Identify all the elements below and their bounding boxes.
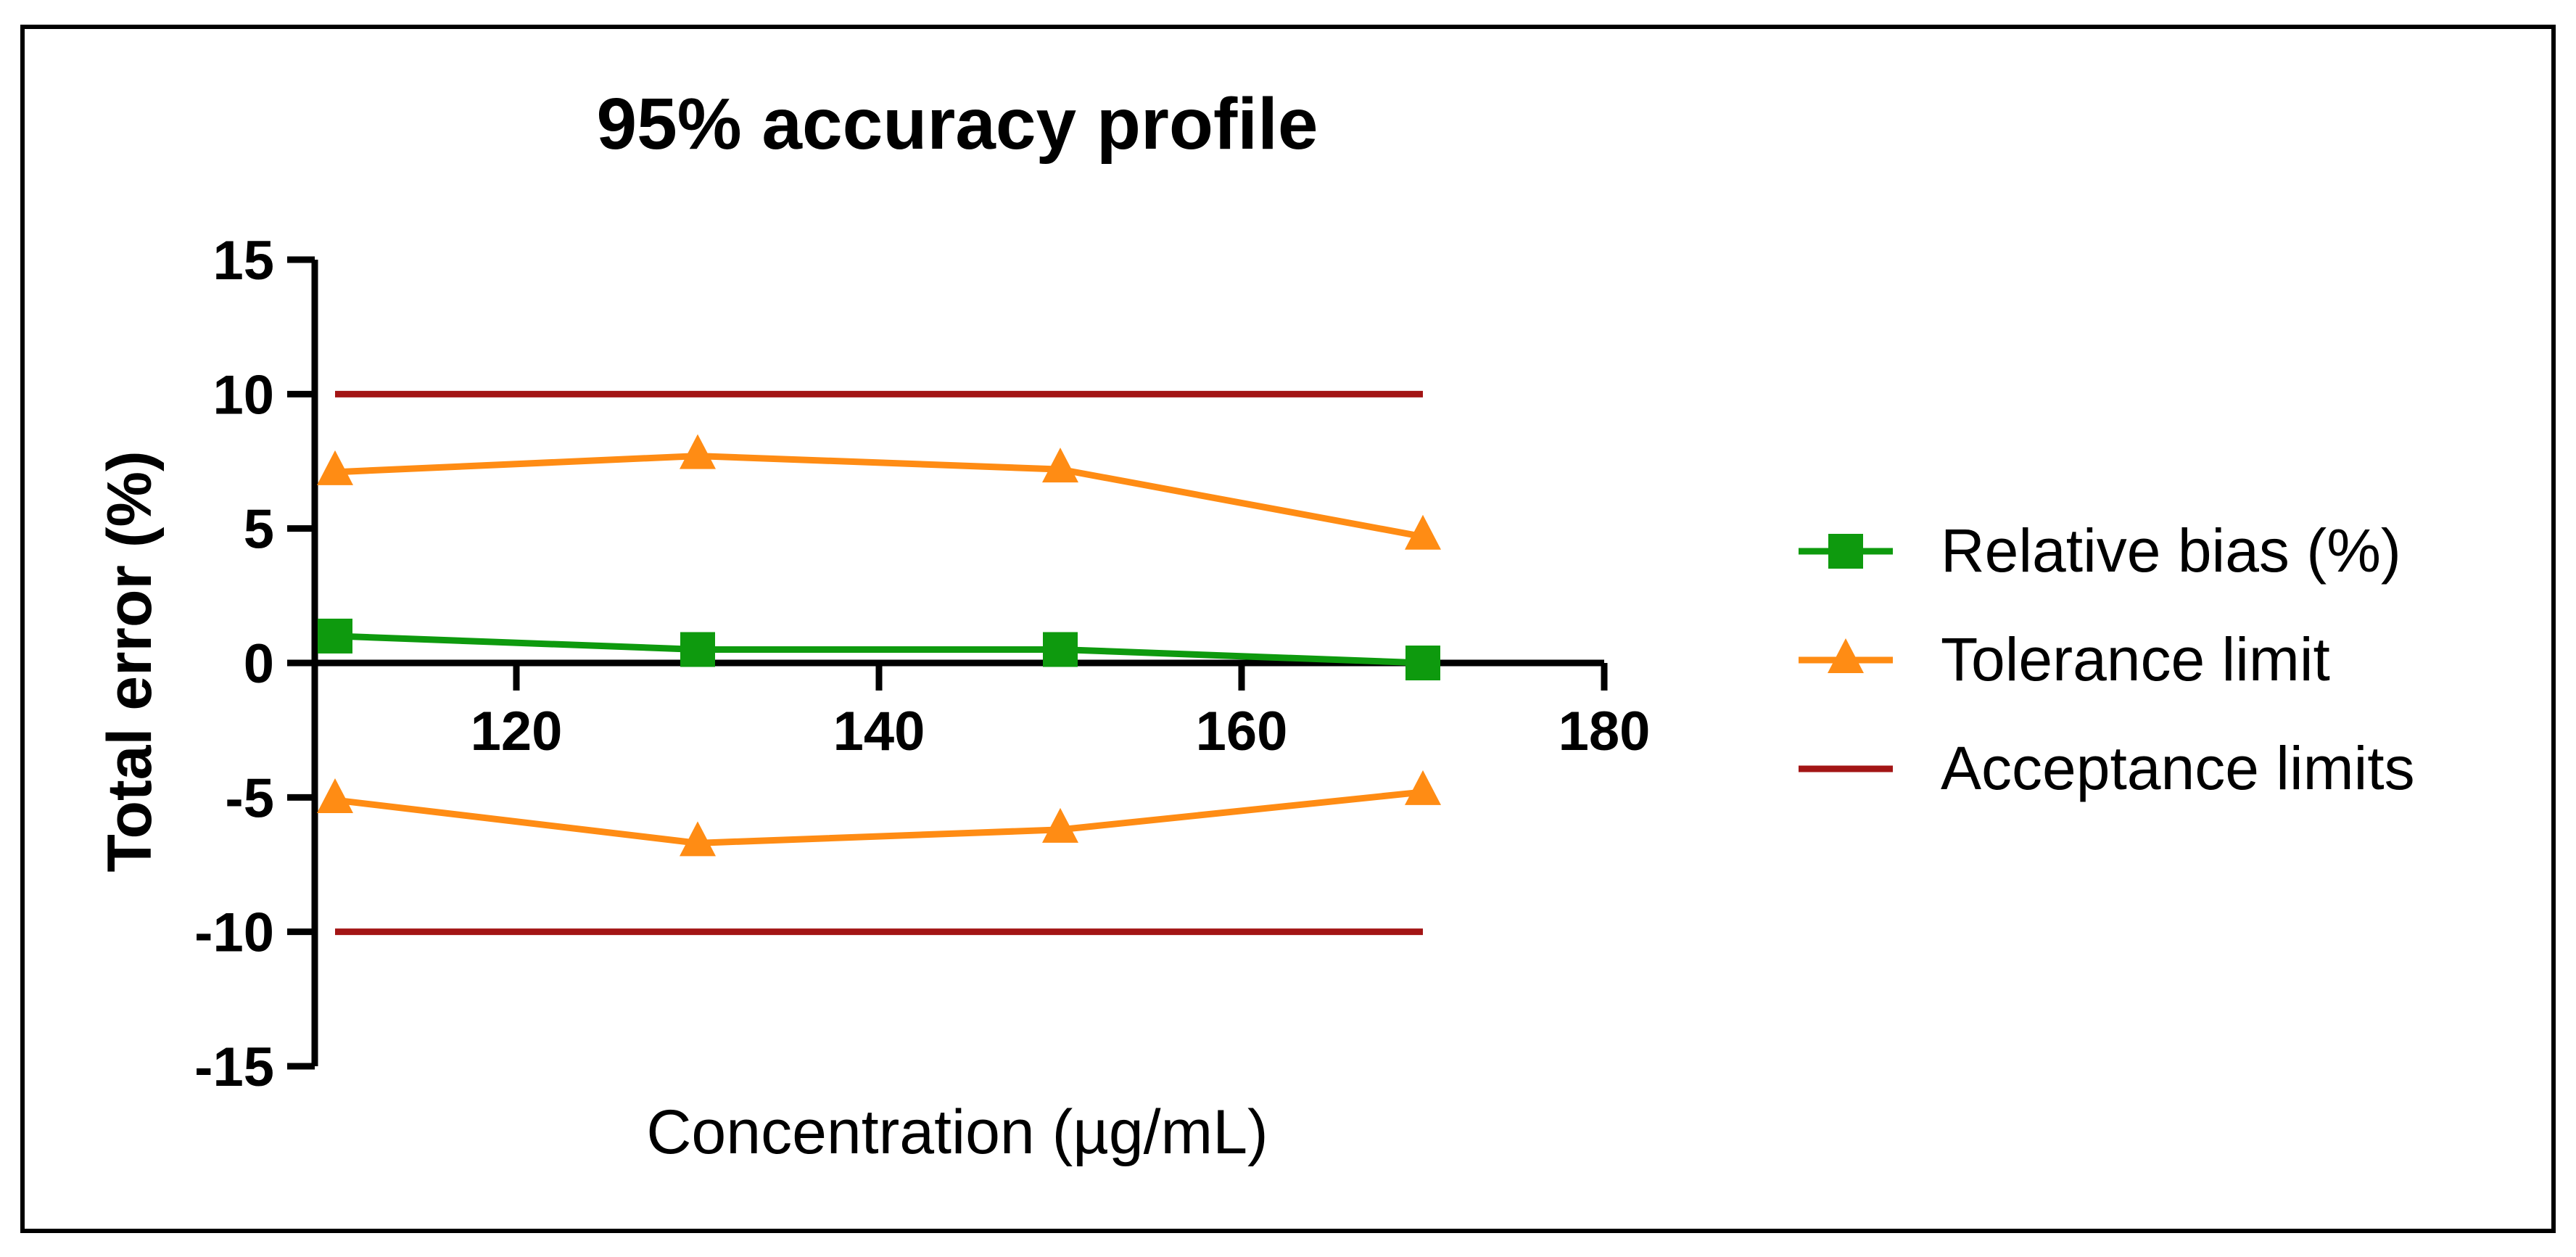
series-line xyxy=(334,632,1424,667)
legend-label: Acceptance limits xyxy=(1941,734,2415,802)
x-tick-label: 140 xyxy=(833,701,925,762)
data-point xyxy=(680,632,715,667)
data-point xyxy=(1042,807,1078,843)
data-point xyxy=(318,618,352,654)
y-tick-label: -15 xyxy=(194,1036,274,1098)
chart-title: 95% accuracy profile xyxy=(597,83,1318,165)
series-layer xyxy=(317,390,1441,936)
data-point xyxy=(1405,514,1441,550)
legend-item: Relative bias (%) xyxy=(1799,516,2401,585)
x-tick-label: 120 xyxy=(471,701,563,762)
legend-label: Relative bias (%) xyxy=(1941,516,2401,585)
series-tolerance-limit xyxy=(317,770,1441,857)
y-tick-label: 10 xyxy=(212,364,274,426)
legend-item: Tolerance limit xyxy=(1799,625,2330,693)
y-tick-label: 5 xyxy=(244,499,274,561)
data-point xyxy=(1043,632,1078,667)
series-line xyxy=(334,788,1424,846)
series-tolerance-limit xyxy=(317,434,1441,550)
y-tick-label: 15 xyxy=(212,230,274,292)
data-point xyxy=(317,778,353,814)
x-tick-label: 160 xyxy=(1196,701,1288,762)
y-tick-label: -5 xyxy=(225,767,274,829)
data-point xyxy=(680,434,716,469)
data-point xyxy=(1405,646,1440,680)
series-relative-bias xyxy=(318,618,1440,680)
legend: Relative bias (%) Tolerance limit Acceptan… xyxy=(1799,516,2415,802)
data-point xyxy=(680,821,716,857)
legend-marker xyxy=(1828,534,1863,569)
y-tick-label: -10 xyxy=(194,902,274,964)
data-point xyxy=(1042,448,1078,483)
series-line xyxy=(334,453,1424,540)
legend-marker xyxy=(1828,638,1864,673)
x-axis-label: Concentration (µg/mL) xyxy=(646,1097,1268,1167)
legend-item: Acceptance limits xyxy=(1799,734,2415,802)
y-tick-label: 0 xyxy=(244,633,274,695)
chart-frame xyxy=(20,25,2556,1233)
legend-label: Tolerance limit xyxy=(1941,625,2330,693)
data-point xyxy=(317,450,353,485)
axes: 15 10 5 0 -5 -10 -15 120 140 160 180 xyxy=(194,230,1650,1098)
y-axis-label: Total error (%) xyxy=(95,450,165,872)
data-point xyxy=(1405,770,1441,805)
x-tick-label: 180 xyxy=(1559,701,1651,762)
